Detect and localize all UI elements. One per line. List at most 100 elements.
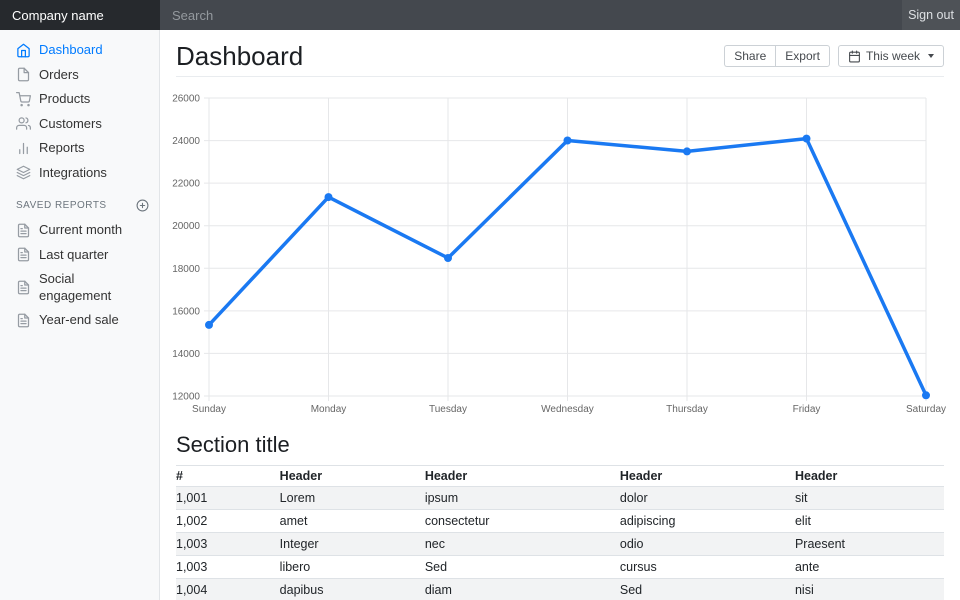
sidebar-item-label: Reports	[39, 140, 85, 155]
period-dropdown-button[interactable]: This week	[837, 45, 944, 67]
sidebar-nav: Dashboard Orders Products Customers Reports I…	[0, 38, 159, 185]
table-cell: sit	[794, 486, 944, 510]
table-cell: odio	[619, 532, 795, 556]
table-cell: ante	[794, 555, 944, 579]
sidebar-item-label: Dashboard	[39, 42, 103, 57]
plus-circle-icon	[136, 199, 149, 212]
home-icon	[17, 43, 30, 58]
section-title: Section title	[176, 432, 290, 457]
svg-text:Monday: Monday	[311, 404, 347, 415]
users-icon	[16, 117, 31, 130]
svg-text:12000: 12000	[172, 392, 200, 403]
sidebar-item-label: Products	[39, 91, 91, 106]
sidebar-item-label: Customers	[39, 115, 102, 131]
saved-report-label: Social engagement	[39, 271, 112, 303]
table-row: 1,001 Lorem ipsum dolor sit	[176, 486, 944, 510]
table-header-cell: Header	[424, 465, 620, 487]
table-cell: Integer	[279, 532, 425, 556]
page-header: Dashboard Share Export This week	[176, 30, 944, 77]
search-input[interactable]	[160, 0, 902, 30]
svg-text:22000: 22000	[172, 179, 200, 190]
table-header-row: # Header Header Header Header	[176, 465, 944, 487]
table-cell: elit	[794, 509, 944, 533]
svg-text:Wednesday: Wednesday	[541, 404, 594, 415]
table-cell: 1,001	[176, 486, 280, 510]
svg-text:20000: 20000	[172, 221, 200, 232]
period-label: This week	[865, 49, 920, 63]
saved-report-last-quarter[interactable]: Last quarter	[0, 243, 159, 268]
calendar-icon	[849, 50, 860, 62]
saved-report-year-end-sale[interactable]: Year-end sale	[0, 308, 159, 333]
file-text-icon	[17, 223, 30, 238]
sidebar-item-dashboard[interactable]: Dashboard	[0, 38, 159, 63]
saved-reports-nav: Current month Last quarter Social engageme…	[0, 218, 159, 333]
saved-reports-label: Saved reports	[16, 200, 107, 211]
share-button[interactable]: Share	[724, 45, 776, 67]
table-cell: 1,003	[176, 532, 280, 556]
svg-text:Sunday: Sunday	[192, 404, 226, 415]
table-cell: Lorem	[279, 486, 425, 510]
table-header-cell: Header	[794, 465, 944, 487]
sidebar-item-customers[interactable]: Customers	[0, 112, 159, 137]
table-cell: 1,002	[176, 509, 280, 533]
sidebar-item-orders[interactable]: Orders	[0, 63, 159, 88]
saved-report-label: Year-end sale	[39, 312, 119, 327]
saved-report-social-engagement[interactable]: Social engagement	[0, 267, 159, 308]
sidebar-item-reports[interactable]: Reports	[0, 136, 159, 161]
saved-reports-header: Saved reports	[0, 185, 159, 218]
add-report-button[interactable]	[136, 199, 149, 212]
table-cell: nisi	[794, 578, 944, 600]
table-cell: libero	[279, 555, 425, 579]
table-header-cell: Header	[619, 465, 795, 487]
sidebar-item-label: Orders	[39, 66, 79, 82]
svg-text:Thursday: Thursday	[666, 404, 708, 415]
file-text-icon	[17, 247, 30, 262]
table-cell: dolor	[619, 486, 795, 510]
table-cell: diam	[424, 578, 620, 600]
table-header-cell: #	[176, 465, 280, 487]
table-cell: ipsum	[424, 486, 620, 510]
file-icon	[17, 67, 30, 82]
sidebar: Dashboard Orders Products Customers Reports I…	[0, 30, 160, 600]
chart-container: 12000 14000 16000 18000 20000 22000 24000 26000…	[172, 89, 946, 417]
sidebar-item-label: Integrations	[39, 164, 107, 180]
table-cell: nec	[424, 532, 620, 556]
top-navbar: Company name Sign out	[0, 0, 960, 30]
brand: Company name	[0, 0, 160, 30]
layers-icon	[16, 165, 31, 180]
svg-text:Saturday: Saturday	[906, 404, 946, 415]
table-row: 1,002 amet consectetur adipiscing elit	[176, 509, 944, 533]
page-title: Dashboard	[176, 41, 304, 71]
caret-down-icon	[928, 54, 934, 58]
sign-out-link[interactable]: Sign out	[902, 0, 960, 30]
svg-text:14000: 14000	[172, 349, 200, 360]
saved-report-label: Current month	[39, 222, 123, 237]
svg-text:18000: 18000	[172, 264, 200, 275]
share-export-group: Share Export	[724, 45, 830, 67]
saved-report-label: Last quarter	[39, 246, 109, 262]
svg-text:26000: 26000	[172, 94, 200, 105]
table-cell: consectetur	[424, 509, 620, 533]
table-body: 1,001 Lorem ipsum dolor sit 1,002 amet consecte…	[176, 486, 944, 600]
sales-line-chart: 12000 14000 16000 18000 20000 22000 24000 26000…	[172, 94, 946, 416]
table-cell: amet	[279, 509, 425, 533]
toolbar: Share Export This week	[724, 45, 944, 67]
sidebar-item-products[interactable]: Products	[0, 87, 159, 112]
table-cell: 1,003	[176, 555, 280, 579]
shopping-cart-icon	[16, 91, 31, 107]
svg-text:24000: 24000	[172, 136, 200, 147]
table-cell: 1,004	[176, 578, 280, 600]
sidebar-item-integrations[interactable]: Integrations	[0, 161, 159, 186]
table-row: 1,003 Integer nec odio Praesent	[176, 532, 944, 556]
file-text-icon	[17, 280, 30, 295]
export-button[interactable]: Export	[775, 45, 830, 67]
bar-chart-icon	[19, 142, 28, 154]
saved-report-current-month[interactable]: Current month	[0, 218, 159, 243]
table-cell: Sed	[619, 578, 795, 600]
content: Dashboard Share Export This week 12000 14…	[160, 30, 960, 600]
table-cell: adipiscing	[619, 509, 795, 533]
table-row: 1,003 libero Sed cursus ante	[176, 555, 944, 579]
svg-text:16000: 16000	[172, 306, 200, 317]
table-cell: cursus	[619, 555, 795, 579]
table-row: 1,004 dapibus diam Sed nisi	[176, 578, 944, 600]
